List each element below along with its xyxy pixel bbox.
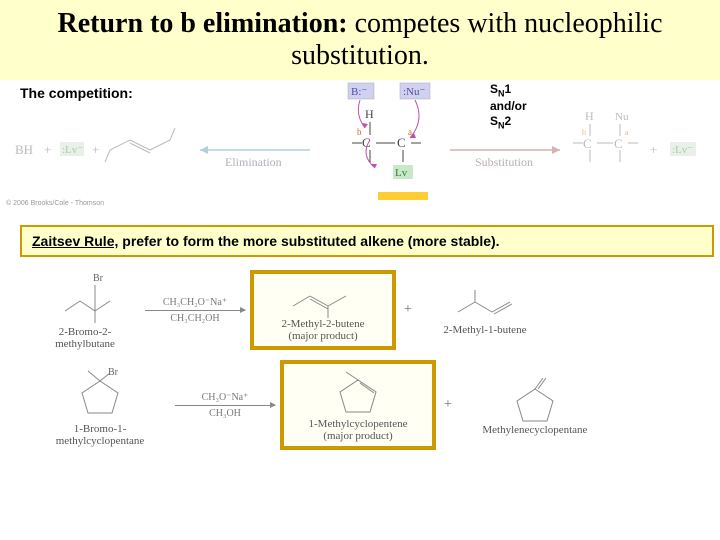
plus-2: + <box>444 397 452 413</box>
zaitsev-text: prefer to form the more substituted alke… <box>118 233 499 249</box>
minor-product-2: Methylenecyclopentane <box>460 374 610 436</box>
nu-text: :Nu⁻ <box>403 86 426 98</box>
svg-text::Lv⁻: :Lv⁻ <box>62 144 83 156</box>
mol-1b1mcp: Br <box>60 363 140 423</box>
example-row-2: Br 1-Bromo-1-methylcyclopentane CH₃O⁻Na⁺… <box>0 360 720 450</box>
title-part2: elimination: <box>196 8 348 39</box>
svg-text:b: b <box>357 127 362 137</box>
reactant-1: Br 2-Bromo-2- methylbutane <box>30 271 140 350</box>
svg-text:H: H <box>365 107 374 121</box>
base-text: B:⁻ <box>351 86 367 98</box>
cond2-top: CH₃O⁻Na⁺ <box>170 392 280 403</box>
major-product-1: 2-Methyl-2-butene (major product) <box>250 270 396 350</box>
minor2-label: Methylenecyclopentane <box>460 424 610 436</box>
svg-text:+: + <box>44 142 51 157</box>
title-part1: Return to <box>57 8 180 39</box>
orange-underline-bar <box>378 192 428 200</box>
mol-methylenecp <box>495 374 575 424</box>
major1-label: 2-Methyl-2-butene (major product) <box>258 318 388 342</box>
examples-section: Br 2-Bromo-2- methylbutane CH₃CH₂O⁻Na⁺ C… <box>0 270 720 460</box>
mol-2bromo: Br <box>45 271 125 326</box>
svg-text:+: + <box>650 142 657 157</box>
title-bold: Return to b elimination: <box>57 8 354 39</box>
reactant-2: Br 1-Bromo-1-methylcyclopentane <box>30 363 170 447</box>
arrow-cond-1: CH₃CH₂O⁻Na⁺ CH₃CH₂OH <box>140 297 250 324</box>
svg-text:C: C <box>362 135 371 150</box>
svg-text::Lv⁻: :Lv⁻ <box>672 144 693 156</box>
svg-text:a: a <box>625 128 629 137</box>
plus-1: + <box>404 302 412 318</box>
title-beta: b <box>180 8 196 39</box>
cond1-top: CH₃CH₂O⁻Na⁺ <box>140 297 250 308</box>
svg-text:Br: Br <box>93 273 104 284</box>
svg-text:Lv: Lv <box>395 167 408 179</box>
mol-1mcp-ene <box>318 368 398 418</box>
svg-text:Br: Br <box>108 367 119 378</box>
zaitsev-label: Zaitsev Rule, <box>32 233 118 249</box>
reaction-diagram: B:⁻ :Nu⁻ H C C b a Lv Elimination Substi… <box>0 80 720 210</box>
svg-text:H: H <box>585 109 594 123</box>
reaction-svg: B:⁻ :Nu⁻ H C C b a Lv Elimination Substi… <box>0 80 720 210</box>
svg-text:BH: BH <box>15 142 33 157</box>
title-banner: Return to b elimination: competes with n… <box>0 0 720 80</box>
arrow-cond-2: CH₃O⁻Na⁺ CH₃OH <box>170 392 280 419</box>
svg-text:C: C <box>614 136 623 151</box>
reactant2-label: 1-Bromo-1-methylcyclopentane <box>30 423 170 447</box>
copyright-text: © 2006 Brooks/Cole - Thomson <box>6 200 104 207</box>
svg-text:Nu: Nu <box>615 111 629 123</box>
svg-text:C: C <box>583 136 592 151</box>
major2-label: 1-Methylcyclopentene (major product) <box>288 418 428 442</box>
svg-text:C: C <box>397 135 406 150</box>
major-product-2: 1-Methylcyclopentene (major product) <box>280 360 436 450</box>
example-row-1: Br 2-Bromo-2- methylbutane CH₃CH₂O⁻Na⁺ C… <box>0 270 720 350</box>
elim-label: Elimination <box>225 155 282 169</box>
svg-text:a: a <box>408 127 412 137</box>
svg-text:+: + <box>92 142 99 157</box>
mol-2m1b <box>440 284 530 324</box>
minor-product-1: 2-Methyl-1-butene <box>420 284 550 336</box>
zaitsev-box: Zaitsev Rule, prefer to form the more su… <box>20 225 714 257</box>
cond1-bot: CH₃CH₂OH <box>140 313 250 324</box>
minor1-label: 2-Methyl-1-butene <box>420 324 550 336</box>
sub-label: Substitution <box>475 155 533 169</box>
cond2-bot: CH₃OH <box>170 408 280 419</box>
mol-2m2b <box>278 278 368 318</box>
reactant1-label: 2-Bromo-2- methylbutane <box>30 326 140 350</box>
svg-text:b: b <box>582 128 586 137</box>
